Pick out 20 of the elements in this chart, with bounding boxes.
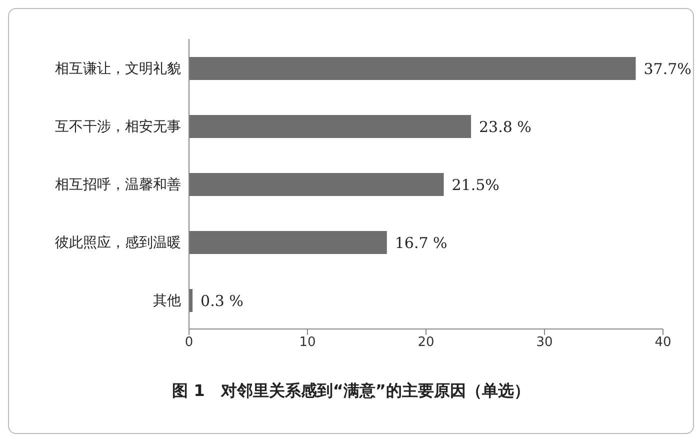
x-tick-label: 20 [418, 335, 434, 350]
data-label: 23.8 % [479, 118, 532, 136]
x-tick-label: 10 [299, 335, 316, 350]
bar [189, 57, 636, 80]
bar [189, 173, 444, 196]
y-tick-label: 彼此照应，感到温暖 [55, 234, 181, 251]
y-tick-label: 相互招呼，温馨和善 [55, 176, 181, 193]
data-label: 0.3 % [200, 292, 244, 310]
y-tick-label: 互不干涉，相安无事 [55, 118, 181, 135]
y-tick-label: 其他 [153, 292, 181, 309]
y-tick-label: 相互谦让，文明礼貌 [55, 60, 181, 77]
data-label: 16.7 % [394, 234, 448, 252]
bar [189, 115, 472, 138]
text: 图 1 对邻里关系感到“满意”的主要原因（单选） [171, 381, 531, 402]
data-label: 21.5% [452, 176, 500, 194]
bar [189, 231, 387, 254]
x-tick-label: 40 [654, 335, 672, 350]
data-label: 37.7% [644, 60, 692, 78]
x-tick-label: 0 [184, 335, 194, 350]
x-tick-label: 30 [536, 335, 553, 350]
